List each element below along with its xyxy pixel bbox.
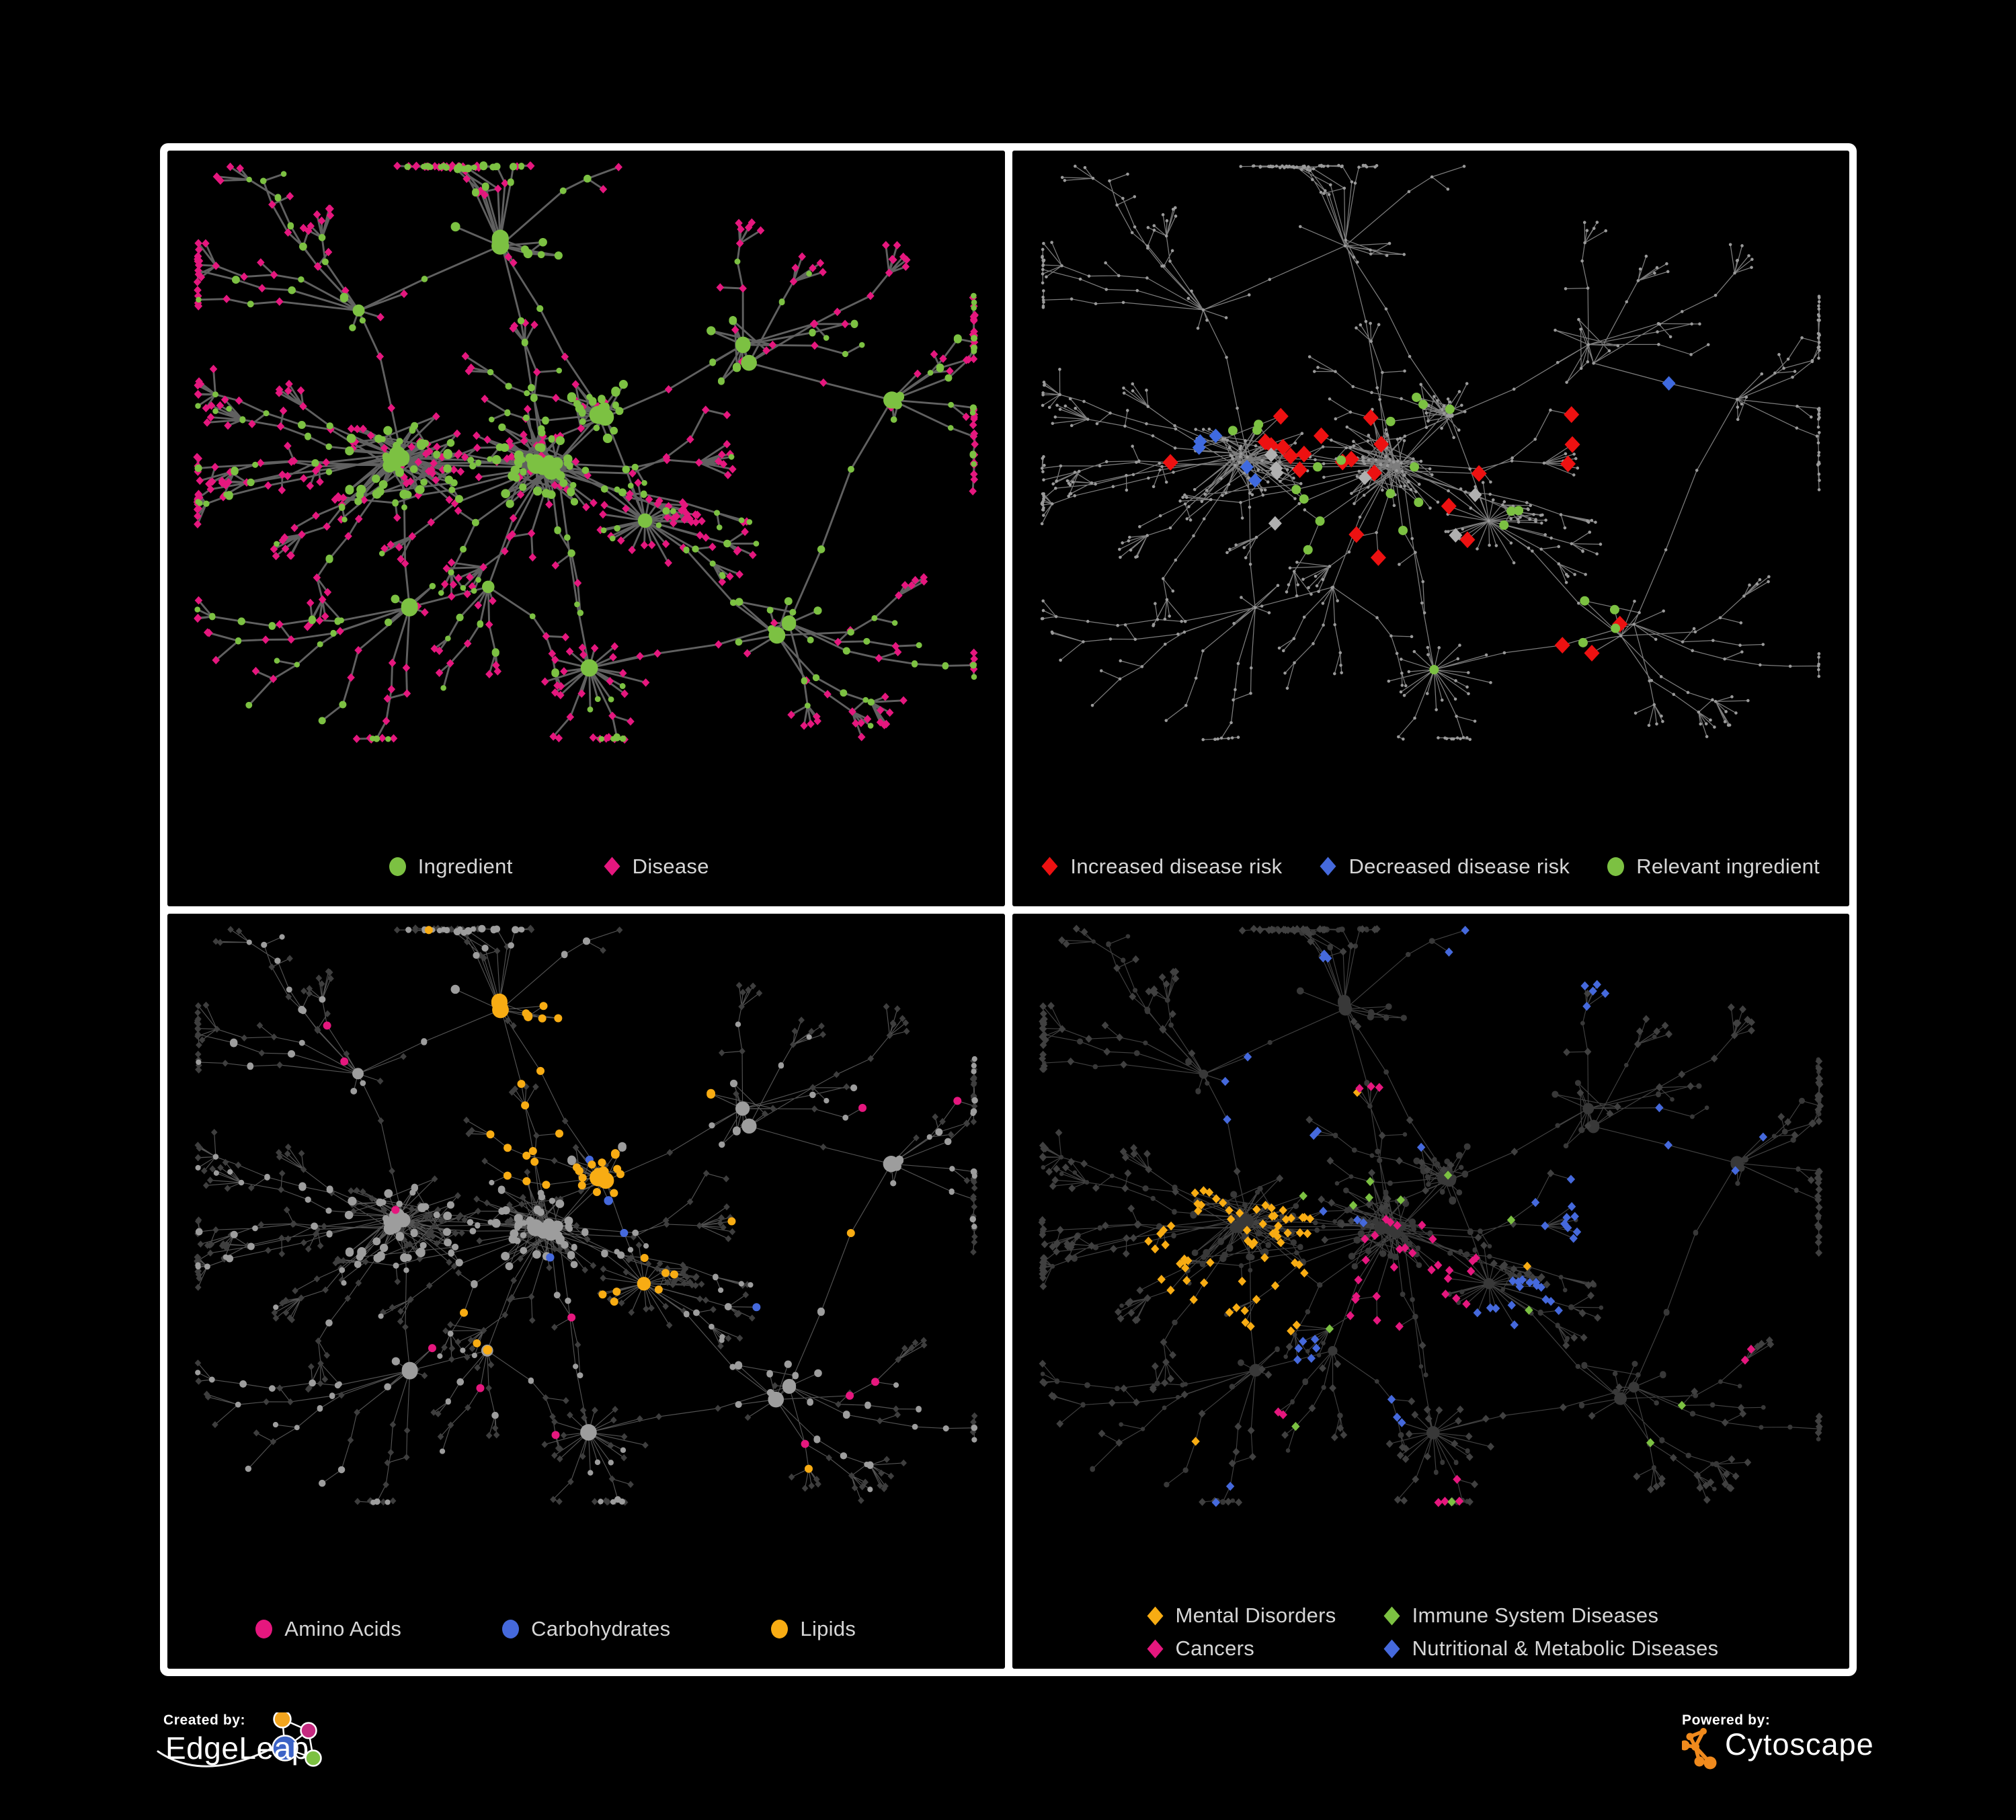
legend-disease-risk: Increased disease risk Decreased disease … (1012, 855, 1850, 879)
decreased-risk-diamond-icon (1320, 857, 1336, 876)
immune-diseases-diamond-icon (1383, 1606, 1400, 1625)
legend-label: Ingredient (417, 854, 513, 878)
network-svg-macronutrient-classes (194, 924, 979, 1506)
carbohydrates-circle-icon (502, 1620, 520, 1638)
ingredient-circle-icon (389, 857, 406, 876)
legend-label: Lipids (800, 1617, 856, 1640)
panel-disease-categories: Mental Disorders Cancers Immune System Dis… (1012, 913, 1849, 1669)
legend-item: Nutritional & Metabolic Diseases (1383, 1636, 1719, 1661)
created-by-label: Created by: (163, 1712, 246, 1728)
panel-disease-risk: Increased disease risk Decreased disease … (1012, 151, 1850, 906)
amino-acids-circle-icon (255, 1620, 273, 1638)
disease-diamond-icon (604, 857, 620, 876)
increased-risk-diamond-icon (1041, 857, 1058, 876)
legend-item: Increased disease risk (1041, 855, 1282, 879)
legend-label: Disease (632, 854, 709, 878)
legend-disease-categories: Mental Disorders Cancers Immune System Dis… (1147, 1604, 1719, 1661)
cytoscape-credit: Powered by: Cytoscape (1682, 1712, 1910, 1793)
cytoscape-brand-text: Cytoscape (1725, 1727, 1874, 1762)
legend-item: Lipids (771, 1617, 856, 1641)
edgeleap-brand-text: EdgeLeap (165, 1731, 309, 1766)
cancers-diamond-icon (1147, 1639, 1163, 1658)
legend-item: Cancers (1147, 1636, 1336, 1661)
legend-label: Mental Disorders (1175, 1604, 1336, 1627)
panel-macronutrient-classes: Amino Acids Carbohydrates Lipids (167, 913, 1005, 1669)
legend-label: Increased disease risk (1070, 854, 1283, 878)
network-svg-ingredient-disease (193, 161, 979, 744)
legend-label: Amino Acids (284, 1617, 402, 1640)
legend-label: Decreased disease risk (1348, 854, 1570, 878)
nutritional-metabolic-diamond-icon (1383, 1639, 1400, 1658)
legend-label: Immune System Diseases (1412, 1604, 1659, 1627)
legend-label: Carbohydrates (531, 1617, 671, 1640)
lipids-circle-icon (771, 1620, 789, 1638)
legend-ingredient-disease: Ingredient Disease (167, 855, 968, 879)
edgeleap-logo-icon (157, 1712, 322, 1768)
legend-item: Immune System Diseases (1383, 1604, 1719, 1628)
legend-item: Amino Acids (255, 1617, 401, 1641)
network-svg-disease-categories (1038, 924, 1824, 1507)
legend-item: Disease (604, 855, 709, 879)
network-svg-disease-risk (1040, 163, 1821, 742)
legend-item: Ingredient (389, 855, 513, 879)
relevant-ingredient-circle-icon (1607, 857, 1625, 876)
legend-macronutrient-classes: Amino Acids Carbohydrates Lipids (167, 1617, 975, 1641)
legend-item: Mental Disorders (1147, 1604, 1336, 1628)
legend-label: Nutritional & Metabolic Diseases (1412, 1636, 1719, 1660)
cytoscape-logo-icon (1682, 1728, 1717, 1770)
legend-item: Decreased disease risk (1320, 855, 1570, 879)
powered-by-label: Powered by: (1682, 1712, 1771, 1728)
legend-label: Cancers (1175, 1636, 1255, 1660)
legend-label: Relevant ingredient (1636, 854, 1820, 878)
legend-item: Relevant ingredient (1607, 855, 1820, 879)
mental-disorders-diamond-icon (1147, 1606, 1163, 1625)
panels-grid: Ingredient Disease Increased disease risk… (160, 143, 1857, 1676)
panel-ingredient-disease: Ingredient Disease (167, 151, 1005, 906)
edgeleap-credit: Created by: EdgeLeap (157, 1712, 405, 1820)
legend-item: Carbohydrates (502, 1617, 670, 1641)
